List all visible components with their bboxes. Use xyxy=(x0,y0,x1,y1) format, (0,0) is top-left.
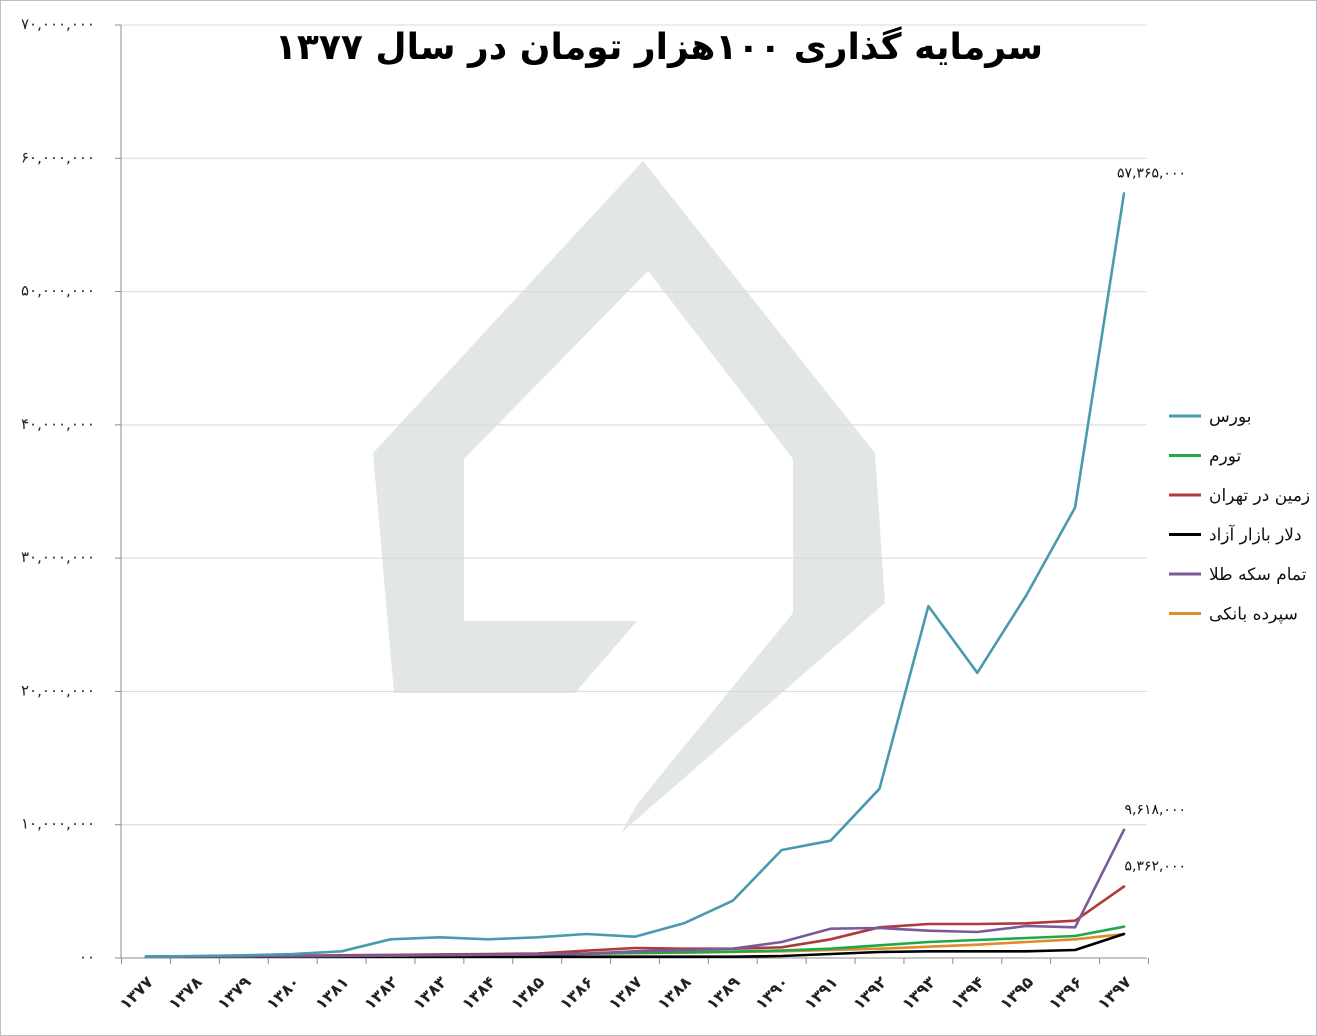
x-tick-label: ۱۳۸۱ xyxy=(311,972,352,1013)
legend-label: تورم xyxy=(1209,447,1242,467)
series-lines xyxy=(144,192,1126,959)
x-tick-label: ۱۳۸۲ xyxy=(360,972,401,1013)
x-tick-label: ۱۳۹۲ xyxy=(849,972,890,1013)
y-tick-label: ۰۰ xyxy=(79,948,95,966)
chart-title: سرمایه گذاری ۱۰۰هزار تومان در سال ۱۳۷۷ xyxy=(275,26,1043,68)
x-tick-label: ۱۳۹۰ xyxy=(751,972,792,1013)
x-tick-label: ۱۳۹۶ xyxy=(1045,972,1086,1013)
y-tick-label: ۵۰,۰۰۰,۰۰۰ xyxy=(21,282,95,300)
legend-label: بورس xyxy=(1209,407,1251,427)
x-tick-label: ۱۳۹۵ xyxy=(996,972,1037,1013)
x-tick-label: ۱۳۹۱ xyxy=(800,972,841,1013)
data-label: ۵,۳۶۲,۰۰۰ xyxy=(1124,859,1186,875)
series-line-4 xyxy=(144,828,1126,959)
x-tick-label: ۱۳۷۷ xyxy=(116,972,157,1013)
x-tick-label: ۱۳۷۹ xyxy=(214,972,255,1013)
legend: بورس تورم زمین در تهران دلار بازار آزاد تمام… xyxy=(1169,407,1310,625)
x-tick-label: ۱۳۹۴ xyxy=(947,972,988,1013)
x-tick-label: ۱۳۹۷ xyxy=(1094,972,1135,1013)
data-label: ۹,۶۱۸,۰۰۰ xyxy=(1124,802,1186,818)
y-tick-label: ۱۰,۰۰۰,۰۰۰ xyxy=(21,815,95,833)
y-tick-label: ۴۰,۰۰۰,۰۰۰ xyxy=(21,415,95,433)
y-tick-label: ۶۰,۰۰۰,۰۰۰ xyxy=(21,148,95,166)
x-tick-label: ۱۳۷۸ xyxy=(165,972,206,1013)
series-line-2 xyxy=(144,885,1126,959)
y-axis-ticks: ۰۰ ۱۰,۰۰۰,۰۰۰ ۲۰,۰۰۰,۰۰۰ ۳۰,۰۰۰,۰۰۰ ۴۰,۰۰۰,۰… xyxy=(21,15,121,966)
x-tick-label: ۱۳۸۰ xyxy=(262,972,303,1013)
y-tick-label: ۲۰,۰۰۰,۰۰۰ xyxy=(21,681,95,699)
watermark-logo xyxy=(373,161,885,833)
x-tick-label: ۱۳۹۳ xyxy=(898,972,939,1013)
y-tick-label: ۳۰,۰۰۰,۰۰۰ xyxy=(21,548,95,566)
gridlines xyxy=(121,24,1147,826)
x-tick-label: ۱۳۸۹ xyxy=(703,972,744,1013)
x-tick-label: ۱۳۸۶ xyxy=(556,972,597,1013)
x-tick-label: ۱۳۸۷ xyxy=(605,972,646,1013)
data-labels: ۵۷,۳۶۵,۰۰۰ ۹,۶۱۸,۰۰۰ ۵,۳۶۲,۰۰۰ xyxy=(1117,165,1186,874)
legend-label: سپرده بانکی xyxy=(1209,605,1298,625)
legend-label: دلار بازار آزاد xyxy=(1209,524,1302,546)
x-tick-label: ۱۳۸۸ xyxy=(654,972,695,1013)
legend-label: زمین در تهران xyxy=(1209,486,1310,506)
series-line-0 xyxy=(144,192,1126,959)
data-label: ۵۷,۳۶۵,۰۰۰ xyxy=(1117,165,1186,181)
x-tick-label: ۱۳۸۵ xyxy=(507,972,548,1013)
x-tick-label: ۱۳۸۳ xyxy=(409,972,450,1013)
x-axis-ticks: ۱۳۷۷ ۱۳۷۸ ۱۳۷۹ ۱۳۸۰ ۱۳۸۱ ۱۳۸۲ ۱۳۸۳ ۱۳۸۴ ۱۳۸۵ ۱۳۸۶… xyxy=(116,958,1149,1013)
y-tick-label: ۷۰,۰۰۰,۰۰۰ xyxy=(21,15,95,33)
legend-label: تمام سکه طلا xyxy=(1209,565,1307,585)
x-tick-label: ۱۳۸۴ xyxy=(458,972,499,1013)
